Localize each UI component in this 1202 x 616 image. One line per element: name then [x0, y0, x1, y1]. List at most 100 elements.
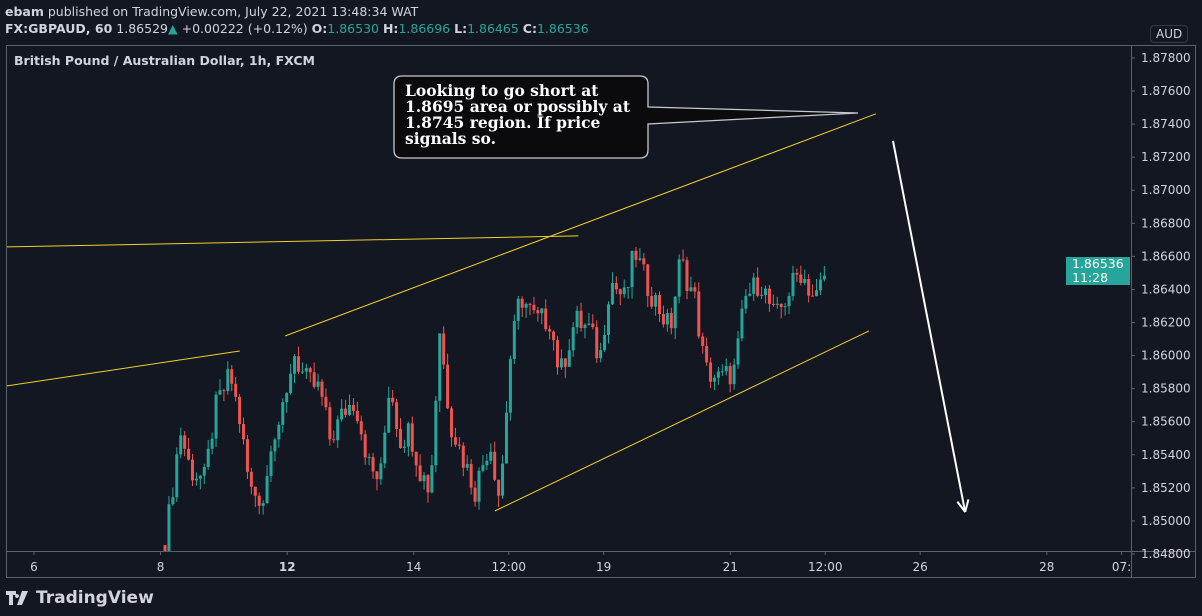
candle-down — [253, 486, 257, 496]
candle-down — [450, 408, 454, 438]
candle-down — [497, 479, 501, 496]
candle-down — [351, 404, 355, 411]
callout-box[interactable] — [393, 75, 859, 159]
candle-down — [618, 289, 622, 295]
arrow-head-icon — [956, 500, 966, 513]
candle-up — [540, 308, 544, 314]
symbol-info: FX:GBPAUD, 60 1.86529▲ +0.00222 (+0.12%)… — [5, 21, 589, 36]
candle-down — [257, 495, 261, 506]
candle-up — [261, 503, 265, 506]
candle-down — [359, 421, 363, 435]
close-value: 1.86536 — [536, 21, 589, 36]
candle-down — [461, 445, 465, 468]
candle-down — [591, 323, 595, 328]
candle-up — [202, 467, 206, 476]
candle-down — [242, 423, 246, 440]
candle-down — [779, 303, 783, 308]
candle-down — [426, 475, 430, 493]
candle-up — [504, 412, 508, 464]
candle-down — [528, 303, 532, 305]
candle-up — [783, 306, 787, 308]
open-value: 1.86530 — [327, 21, 379, 36]
candle-up — [607, 304, 611, 335]
high-value: 1.86696 — [398, 21, 451, 36]
candle-up — [803, 278, 807, 283]
candle-down — [705, 346, 709, 363]
price-tick-label: 1.87000 — [1141, 183, 1191, 197]
candle-down — [187, 448, 191, 460]
candle-up — [752, 277, 756, 294]
candle-up — [367, 457, 371, 459]
candle-up — [724, 366, 728, 372]
candle-up — [300, 371, 304, 373]
candle-down — [469, 463, 473, 488]
candle-up — [489, 451, 493, 461]
candle-up — [603, 334, 607, 351]
candle-down — [532, 304, 536, 311]
candle-up — [273, 439, 277, 452]
candle-up — [206, 448, 210, 468]
price-tick-label: 1.85000 — [1141, 514, 1191, 528]
chart-title: British Pound / Australian Dollar, 1h, F… — [14, 53, 315, 68]
candle-down — [163, 545, 167, 551]
price-tick-label: 1.86400 — [1141, 282, 1191, 296]
candle-up — [740, 308, 744, 339]
candle-up — [269, 451, 273, 477]
price-tick-label: 1.85800 — [1141, 382, 1191, 396]
price-tick-label: 1.85200 — [1141, 481, 1191, 495]
candle-down — [320, 381, 324, 397]
candle-down — [363, 434, 367, 458]
candle-down — [693, 287, 697, 292]
candle-down — [183, 435, 187, 449]
chart-frame — [6, 45, 1196, 578]
trendline — [7, 235, 579, 248]
candle-up — [281, 402, 285, 425]
currency-badge[interactable]: AUD — [1150, 25, 1189, 43]
trendline — [285, 113, 877, 337]
drawings[interactable] — [6, 113, 970, 513]
candle-down — [230, 369, 234, 384]
candle-down — [634, 250, 638, 260]
price-tick-label: 1.85400 — [1141, 448, 1191, 462]
candle-down — [595, 327, 599, 359]
candle-up — [167, 504, 171, 551]
candle-up — [402, 446, 406, 449]
candle-up — [218, 390, 222, 395]
candle-up — [732, 364, 736, 385]
brand-name: TradingView — [36, 588, 154, 608]
low-value: 1.86465 — [467, 21, 519, 36]
candle-down — [563, 358, 567, 367]
candle-down — [222, 390, 226, 392]
price-axis[interactable]: 1.84800 1.85000 1.85200 1.85400 1.85600 1.858… — [1131, 51, 1191, 561]
candle-up — [654, 295, 658, 307]
candle-up — [406, 423, 410, 447]
candle-down — [771, 303, 775, 305]
candle-up — [720, 371, 724, 373]
tradingview-logo[interactable]: TradingView — [6, 588, 154, 608]
time-tick-label: 07: — [1112, 560, 1131, 574]
candle-down — [658, 295, 662, 315]
candle-down — [548, 329, 552, 332]
candle-down — [234, 383, 238, 397]
candle-down — [473, 487, 477, 502]
candle-up — [712, 377, 716, 382]
price-tick-label: 1.84800 — [1141, 547, 1191, 561]
author[interactable]: ebam — [5, 4, 44, 19]
price-tick-label: 1.87400 — [1141, 117, 1191, 131]
time-axis[interactable]: 6 8 12 14 12:00 19 21 12:00 26 28 07: — [30, 551, 1131, 574]
candle-up — [815, 290, 819, 297]
low-label: L: — [454, 21, 468, 36]
candle-up — [340, 408, 344, 420]
candle-down — [646, 264, 650, 297]
candle-down — [756, 277, 760, 296]
candle-up — [194, 478, 198, 481]
candle-up — [516, 298, 520, 321]
callout-text[interactable]: Looking to go short at 1.8695 area or po… — [405, 81, 630, 148]
candle-down — [371, 457, 375, 472]
candle-down — [344, 408, 348, 415]
price-tick-label: 1.86000 — [1141, 349, 1191, 363]
candle-down — [799, 274, 803, 283]
candle-down — [375, 471, 379, 480]
candle-up — [304, 368, 308, 372]
